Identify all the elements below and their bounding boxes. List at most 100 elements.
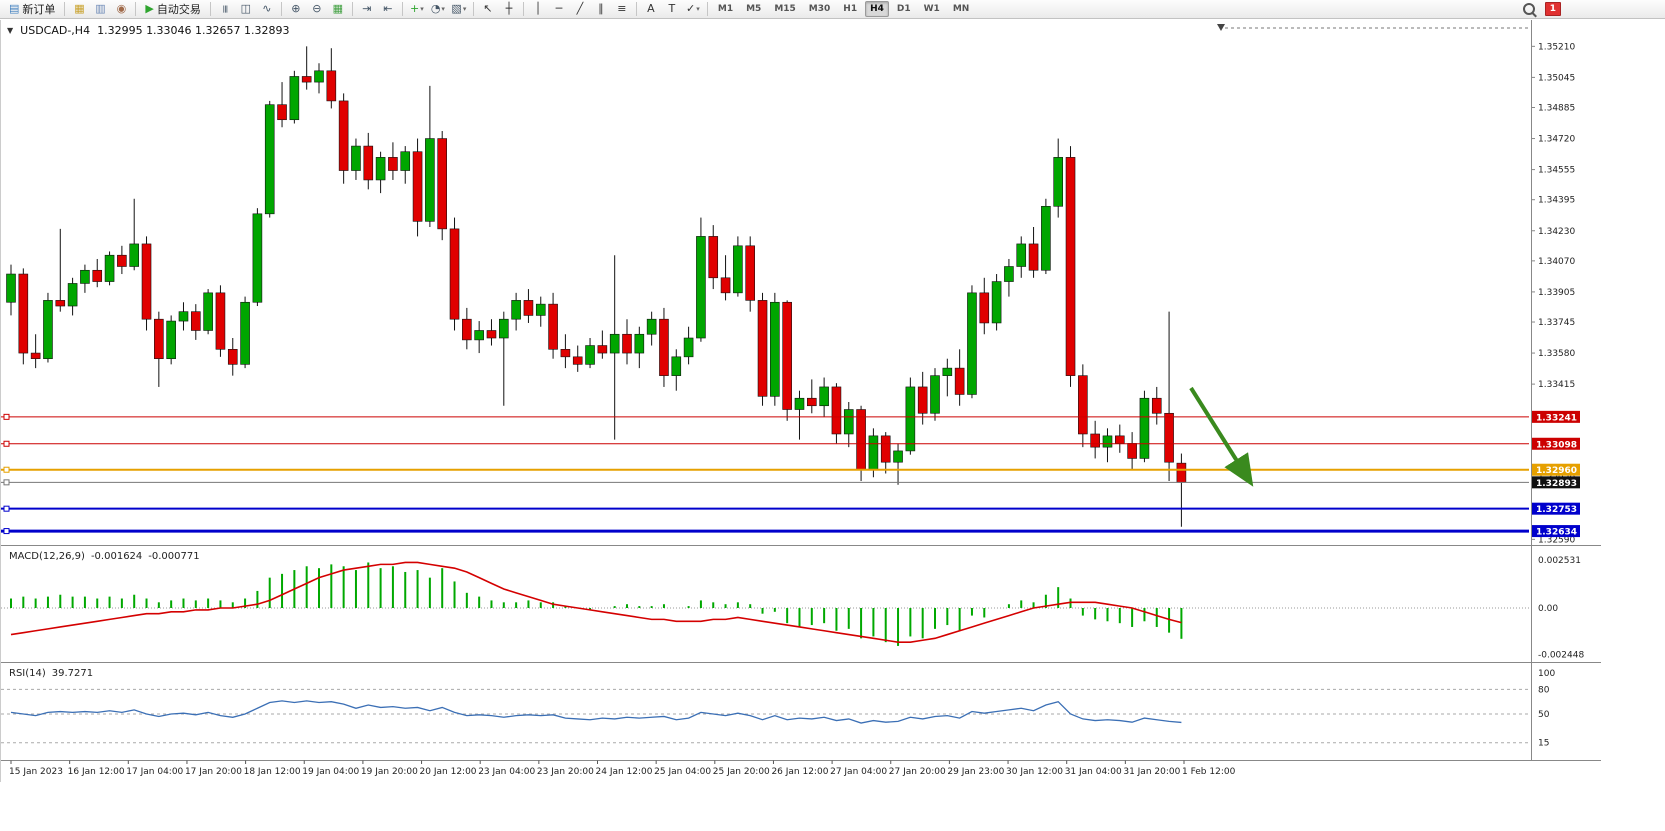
candle-up xyxy=(967,292,977,395)
candle-down xyxy=(1151,397,1162,414)
timeframe-d1[interactable]: D1 xyxy=(896,4,911,14)
search-icon[interactable] xyxy=(1522,3,1535,15)
macd-axis-label: -0.002448 xyxy=(1538,650,1584,660)
line-objects[interactable] xyxy=(1,410,1580,538)
candle-down xyxy=(326,70,337,102)
price-tag-label: 1.33098 xyxy=(1536,440,1577,450)
candle-down xyxy=(227,349,238,365)
charts-window-icon[interactable]: ▦ xyxy=(69,2,89,16)
time-axis-label: 16 Jan 12:00 xyxy=(68,767,125,777)
candle-down xyxy=(1028,243,1039,271)
trend-arrow[interactable] xyxy=(1189,386,1254,487)
candle-down xyxy=(277,104,287,121)
rsi-axis-label: 15 xyxy=(1538,739,1549,749)
rsi-label: RSI(14) 39.7271 xyxy=(9,668,93,679)
time-axis-label: 27 Jan 04:00 xyxy=(830,767,887,777)
rsi-value: 39.7271 xyxy=(51,668,94,679)
timeframe-h4[interactable]: H4 xyxy=(865,1,889,17)
zoom-in-icon: ⊕ xyxy=(291,2,301,15)
tile-windows-icon[interactable]: ▦ xyxy=(328,2,348,16)
candle-down xyxy=(548,303,558,350)
candle-down xyxy=(597,345,608,354)
candlesticks[interactable] xyxy=(6,46,1187,527)
trendline-icon[interactable]: ╱ xyxy=(570,2,590,16)
zoom-in-icon[interactable]: ⊕ xyxy=(286,2,306,16)
crosshair-icon: ┼ xyxy=(505,2,513,15)
zoom-out-icon[interactable]: ⊖ xyxy=(307,2,327,16)
chart-shift-icon: ⇤ xyxy=(383,2,393,15)
candle-down xyxy=(572,356,583,365)
time-axis-label: 31 Jan 04:00 xyxy=(1065,767,1122,777)
chart-title: ▼ USDCAD-,H4 1.32995 1.33046 1.32657 1.3… xyxy=(7,24,290,37)
line-anchor-handle[interactable] xyxy=(3,505,10,512)
timeframe-m30[interactable]: M30 xyxy=(808,4,831,14)
print-icon[interactable]: ▥ xyxy=(90,2,110,16)
candle-up xyxy=(770,301,780,397)
tile-windows-icon: ▦ xyxy=(332,2,344,15)
time-axis[interactable] xyxy=(10,760,1185,765)
rsi-panel[interactable] xyxy=(1,688,1529,744)
fibonacci-icon[interactable]: ≡ xyxy=(612,2,632,16)
text-icon: A xyxy=(647,2,655,15)
candle-up xyxy=(43,300,53,360)
candlestick-chart-icon[interactable]: ◫ xyxy=(236,2,256,16)
price-axis-label: 1.34070 xyxy=(1538,257,1575,267)
macd-axis-label: 0.002531 xyxy=(1538,556,1581,566)
line-anchor-handle[interactable] xyxy=(3,413,10,420)
toolbar-separator xyxy=(280,2,282,16)
candle-down xyxy=(880,435,891,463)
bar-chart-icon[interactable]: ||| xyxy=(215,2,235,16)
arrows-icon[interactable]: ✓ ▾ xyxy=(683,2,703,17)
autotrading-button[interactable]: ▶ 自动交易 xyxy=(140,0,205,18)
toolbar-separator xyxy=(64,2,66,16)
toolbar-separator xyxy=(472,2,474,16)
candle-up xyxy=(819,386,829,407)
new-order-button[interactable]: ▤ 新订单 xyxy=(4,0,60,18)
chart-canvas[interactable]: 1.35210 1.35045 1.34885 1.34720 1.34555 1.343… xyxy=(1,20,1665,782)
periods-icon[interactable]: ◔ ▾ xyxy=(428,2,448,17)
text-icon[interactable]: A xyxy=(641,2,661,16)
candle-up xyxy=(893,450,903,463)
candle-down xyxy=(141,243,152,320)
line-anchor-handle[interactable] xyxy=(3,466,10,473)
candle-down xyxy=(215,292,226,350)
timeframe-mn[interactable]: MN xyxy=(952,4,970,14)
candle-up xyxy=(289,76,300,121)
candle-down xyxy=(1090,433,1100,448)
vertical-line-icon[interactable]: │ xyxy=(528,2,548,16)
candle-up xyxy=(511,300,521,320)
collapse-arrow-icon[interactable]: ▼ xyxy=(7,26,14,35)
horizontal-line-icon[interactable]: ─ xyxy=(549,2,569,16)
text-label-icon[interactable]: T xyxy=(662,2,682,16)
candle-up xyxy=(1016,243,1027,267)
time-axis-label: 20 Jan 12:00 xyxy=(420,767,477,777)
timeframe-m1[interactable]: M1 xyxy=(717,4,734,14)
chart-shift-icon[interactable]: ⇤ xyxy=(378,2,398,16)
timeframe-m15[interactable]: M15 xyxy=(774,4,796,14)
candle-up xyxy=(1139,397,1150,459)
line-anchor-handle[interactable] xyxy=(3,479,10,486)
autoscroll-icon[interactable]: ⇥ xyxy=(357,2,377,16)
price-axis-label: 1.33580 xyxy=(1538,349,1575,359)
candle-down xyxy=(745,245,756,301)
macd-panel[interactable] xyxy=(1,561,1529,646)
time-axis-label: 17 Jan 20:00 xyxy=(185,767,242,777)
notification-badge[interactable]: 1 xyxy=(1544,2,1561,16)
candle-down xyxy=(1176,462,1187,483)
candle-down xyxy=(856,409,866,471)
line-anchor-handle[interactable] xyxy=(3,528,10,535)
crosshair-icon[interactable]: ┼ xyxy=(499,2,519,16)
channel-icon[interactable]: ∥ xyxy=(591,2,611,16)
candle-up xyxy=(646,318,657,335)
cursor-icon[interactable]: ↖ xyxy=(478,2,498,16)
alert-icon[interactable]: ◉ xyxy=(111,2,131,16)
templates-icon[interactable]: ▧ ▾ xyxy=(449,2,469,17)
candle-down xyxy=(560,349,571,358)
line-chart-icon[interactable]: ∿ xyxy=(257,2,277,16)
timeframe-m5[interactable]: M5 xyxy=(746,4,762,14)
timeframe-w1[interactable]: W1 xyxy=(923,4,940,14)
line-anchor-handle[interactable] xyxy=(3,440,10,447)
chart-shift-marker-icon[interactable] xyxy=(1217,24,1225,31)
timeframe-h1[interactable]: H1 xyxy=(843,4,858,14)
indicators-icon[interactable]: + ▾ xyxy=(407,2,427,17)
